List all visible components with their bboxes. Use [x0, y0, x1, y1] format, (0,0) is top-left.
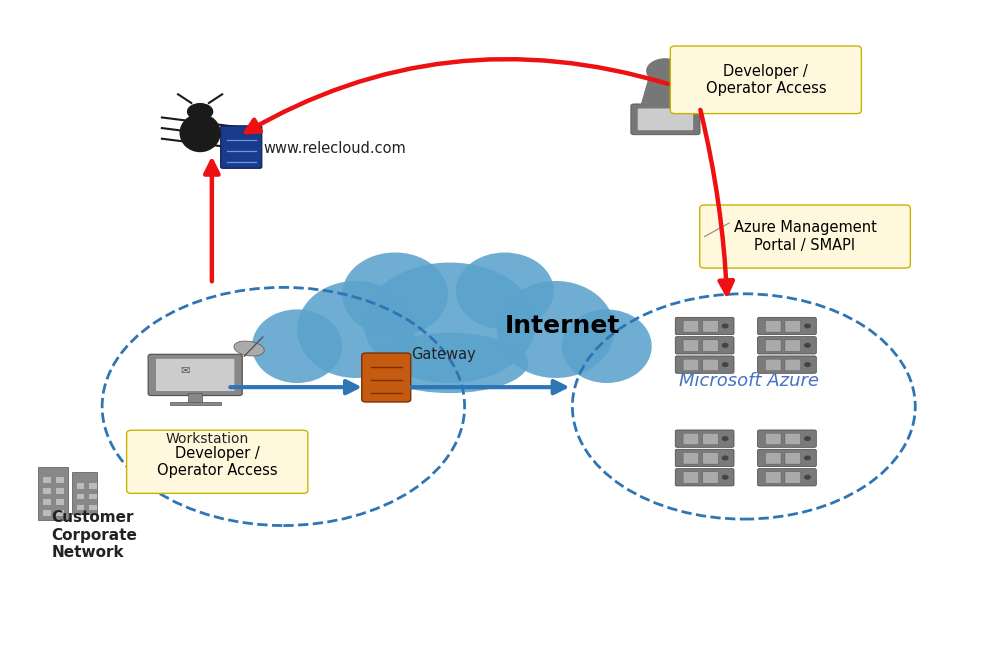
Bar [170, 402, 220, 405]
Bar [43, 499, 51, 505]
Ellipse shape [252, 310, 342, 383]
FancyBboxPatch shape [766, 359, 782, 371]
Circle shape [685, 56, 731, 86]
Text: Developer /
Operator Access: Developer / Operator Access [705, 64, 826, 96]
FancyBboxPatch shape [766, 321, 782, 332]
FancyBboxPatch shape [675, 449, 734, 467]
FancyBboxPatch shape [784, 452, 800, 464]
Bar [56, 477, 64, 483]
Circle shape [722, 475, 728, 479]
Bar [56, 499, 64, 505]
Circle shape [722, 363, 728, 366]
Text: Azure Management
Portal / SMAPI: Azure Management Portal / SMAPI [734, 220, 876, 253]
Bar [77, 494, 85, 499]
FancyBboxPatch shape [766, 340, 782, 351]
Ellipse shape [371, 333, 529, 393]
Bar [89, 505, 97, 511]
FancyBboxPatch shape [700, 205, 910, 268]
FancyBboxPatch shape [675, 430, 734, 447]
FancyBboxPatch shape [702, 472, 718, 483]
Circle shape [805, 456, 810, 460]
FancyBboxPatch shape [675, 318, 734, 334]
FancyBboxPatch shape [784, 433, 800, 445]
FancyBboxPatch shape [758, 469, 816, 486]
FancyBboxPatch shape [683, 433, 699, 445]
Circle shape [722, 456, 728, 460]
Ellipse shape [455, 252, 553, 329]
FancyBboxPatch shape [683, 472, 699, 483]
FancyBboxPatch shape [702, 452, 718, 464]
FancyBboxPatch shape [702, 433, 718, 445]
FancyBboxPatch shape [784, 359, 800, 371]
Bar [39, 467, 68, 520]
Circle shape [722, 344, 728, 347]
Ellipse shape [497, 281, 615, 378]
Bar [43, 488, 51, 494]
Text: Customer
Corporate
Network: Customer Corporate Network [51, 511, 137, 560]
Bar [77, 482, 85, 488]
FancyBboxPatch shape [675, 336, 734, 354]
Ellipse shape [187, 103, 213, 121]
FancyBboxPatch shape [702, 321, 718, 332]
FancyBboxPatch shape [766, 472, 782, 483]
Text: Microsoft Azure: Microsoft Azure [679, 372, 819, 390]
FancyBboxPatch shape [758, 356, 816, 374]
FancyBboxPatch shape [675, 356, 734, 374]
Bar [56, 488, 64, 494]
Ellipse shape [561, 310, 652, 383]
Bar [77, 505, 85, 511]
Text: Internet: Internet [505, 314, 620, 338]
Bar [56, 510, 64, 516]
FancyBboxPatch shape [702, 340, 718, 351]
Text: www.relecloud.com: www.relecloud.com [264, 141, 406, 156]
Circle shape [805, 344, 810, 347]
Bar [89, 482, 97, 488]
FancyBboxPatch shape [758, 318, 816, 334]
FancyBboxPatch shape [637, 108, 694, 130]
FancyBboxPatch shape [683, 452, 699, 464]
FancyBboxPatch shape [766, 433, 782, 445]
Ellipse shape [297, 281, 415, 378]
Polygon shape [641, 80, 690, 105]
FancyBboxPatch shape [675, 469, 734, 486]
Text: ✉: ✉ [181, 366, 190, 376]
Circle shape [805, 437, 810, 441]
Ellipse shape [180, 113, 220, 152]
Ellipse shape [342, 252, 448, 336]
Bar [43, 510, 51, 516]
Circle shape [805, 324, 810, 328]
FancyBboxPatch shape [784, 472, 800, 483]
FancyBboxPatch shape [784, 340, 800, 351]
Circle shape [805, 475, 810, 479]
FancyBboxPatch shape [148, 354, 242, 396]
Bar [189, 393, 203, 404]
Ellipse shape [364, 263, 536, 383]
FancyBboxPatch shape [683, 340, 699, 351]
FancyBboxPatch shape [683, 321, 699, 332]
FancyBboxPatch shape [758, 336, 816, 354]
FancyBboxPatch shape [758, 449, 816, 467]
Bar [89, 494, 97, 499]
FancyBboxPatch shape [758, 430, 816, 447]
Bar [72, 473, 97, 514]
Circle shape [722, 324, 728, 328]
Text: Workstation: Workstation [166, 432, 249, 445]
FancyBboxPatch shape [126, 430, 308, 494]
FancyBboxPatch shape [766, 452, 782, 464]
FancyBboxPatch shape [220, 126, 262, 168]
FancyBboxPatch shape [631, 104, 700, 135]
Bar [43, 477, 51, 483]
Text: Developer /
Operator Access: Developer / Operator Access [157, 445, 278, 478]
FancyBboxPatch shape [156, 359, 234, 391]
FancyBboxPatch shape [784, 321, 800, 332]
Text: Gateway: Gateway [411, 348, 475, 363]
Circle shape [805, 363, 810, 366]
FancyBboxPatch shape [670, 46, 862, 113]
FancyBboxPatch shape [683, 359, 699, 371]
FancyBboxPatch shape [362, 353, 411, 402]
Ellipse shape [234, 341, 264, 356]
FancyBboxPatch shape [702, 359, 718, 371]
Circle shape [722, 437, 728, 441]
Circle shape [646, 58, 685, 83]
